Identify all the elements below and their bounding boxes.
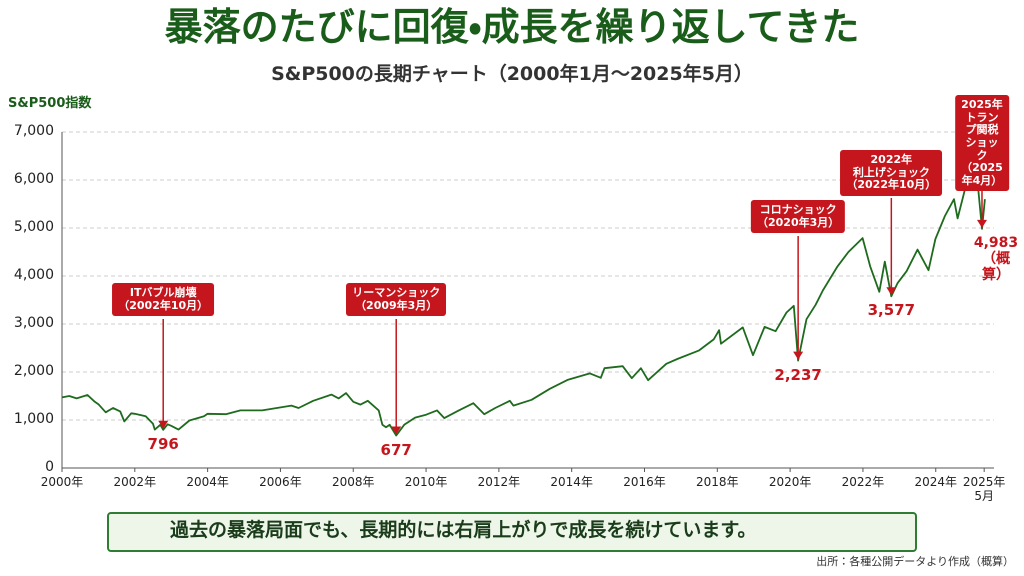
x-tick-label: 2000年 xyxy=(40,475,84,489)
annotation-value: 677 xyxy=(380,440,412,459)
x-tick-label: 2008年 xyxy=(331,475,375,489)
x-tick-label: 2024年 xyxy=(914,475,958,489)
x-tick-label: 2002年 xyxy=(113,475,157,489)
banner-text: 過去の暴落局面でも、長期的には右肩上がりで成長を続けています。 xyxy=(170,519,757,541)
annotation-point xyxy=(158,420,169,429)
x-tick-label: 2006年 xyxy=(259,475,302,489)
annotation-box: コロナショック （2020年3月） xyxy=(750,200,846,234)
subtitle: S&P500の長期チャート（2000年1月〜2025年5月） xyxy=(271,63,753,85)
title: 暴落のたびに回復・成長を繰り返してきた xyxy=(164,5,860,49)
annotation-point xyxy=(391,426,402,435)
x-tick-label: 2012年 xyxy=(477,475,521,489)
y-tick-label: 6,000 xyxy=(13,171,54,187)
y-tick-label: 3,000 xyxy=(13,315,54,331)
x-tick-label: 2020年 xyxy=(768,475,812,489)
x-tick-label: 2018年 xyxy=(696,475,739,489)
annotation-value: 796 xyxy=(147,434,179,453)
y-tick-label: 1,000 xyxy=(13,411,54,427)
annotation-point xyxy=(886,287,897,296)
y-axis-label: S&P500指数 xyxy=(8,96,92,111)
x-tick-label: 2025年 5月 xyxy=(962,475,1006,503)
annotation-point xyxy=(976,219,987,228)
x-tick-label: 2004年 xyxy=(186,475,229,489)
annotation-box: ITバブル崩壊 （2002年10月） xyxy=(112,283,215,317)
y-tick-label: 4,000 xyxy=(13,267,54,283)
source: 出所：各種公開データより作成（概算） xyxy=(816,555,1014,568)
y-tick-label: 0 xyxy=(45,459,54,475)
y-tick-label: 7,000 xyxy=(13,123,54,139)
x-tick-label: 2014年 xyxy=(550,475,593,489)
annotation-box: リーマンショック （2009年3月） xyxy=(346,283,447,317)
annotation-value: 4,983 （概算） xyxy=(973,234,1019,283)
annotation-box: 2025年 トランプ関税ショック （2025年4月） xyxy=(955,95,1009,192)
y-tick-label: 2,000 xyxy=(13,363,54,379)
banner xyxy=(107,512,917,552)
annotation-value: 2,237 xyxy=(774,365,822,384)
annotation-box: 2022年 利上げショック （2022年10月） xyxy=(840,150,943,196)
annotation-point xyxy=(793,351,804,360)
price-line xyxy=(61,172,986,437)
x-tick-label: 2010年 xyxy=(404,475,448,489)
y-tick-label: 5,000 xyxy=(13,219,54,235)
annotation-value: 3,577 xyxy=(867,301,916,320)
x-tick-label: 2016年 xyxy=(623,475,666,489)
x-tick-label: 2022年 xyxy=(841,475,885,489)
